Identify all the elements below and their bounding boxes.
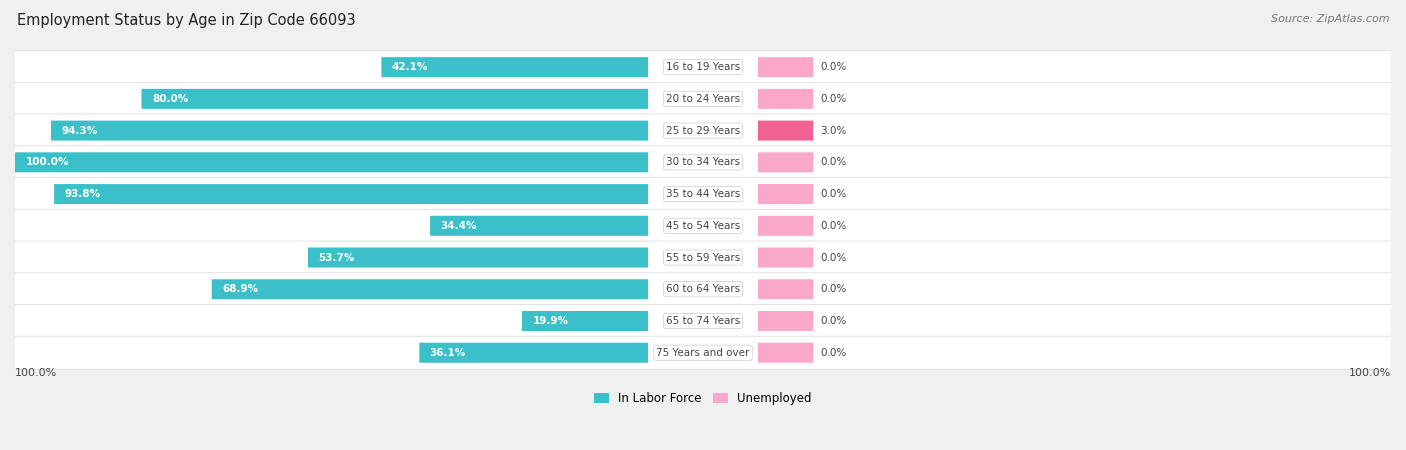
Text: 0.0%: 0.0% (820, 316, 846, 326)
FancyBboxPatch shape (758, 57, 813, 77)
Text: 0.0%: 0.0% (820, 158, 846, 167)
FancyBboxPatch shape (758, 89, 813, 109)
Text: 42.1%: 42.1% (392, 62, 429, 72)
Text: 100.0%: 100.0% (15, 368, 58, 378)
FancyBboxPatch shape (758, 153, 813, 172)
FancyBboxPatch shape (758, 311, 813, 331)
FancyBboxPatch shape (758, 216, 813, 236)
FancyBboxPatch shape (14, 178, 1392, 211)
FancyBboxPatch shape (758, 279, 813, 299)
Text: 3.0%: 3.0% (820, 126, 846, 135)
FancyBboxPatch shape (758, 248, 813, 268)
FancyBboxPatch shape (758, 343, 813, 363)
Text: 45 to 54 Years: 45 to 54 Years (666, 221, 740, 231)
FancyBboxPatch shape (14, 209, 1392, 242)
FancyBboxPatch shape (758, 121, 813, 140)
Text: 0.0%: 0.0% (820, 252, 846, 262)
Text: 0.0%: 0.0% (820, 284, 846, 294)
FancyBboxPatch shape (15, 153, 648, 172)
FancyBboxPatch shape (758, 184, 813, 204)
Text: 75 Years and over: 75 Years and over (657, 348, 749, 358)
Text: 36.1%: 36.1% (430, 348, 465, 358)
FancyBboxPatch shape (14, 241, 1392, 274)
FancyBboxPatch shape (14, 146, 1392, 179)
FancyBboxPatch shape (55, 184, 648, 204)
Text: 0.0%: 0.0% (820, 94, 846, 104)
Text: 0.0%: 0.0% (820, 348, 846, 358)
FancyBboxPatch shape (419, 343, 648, 363)
Text: 94.3%: 94.3% (62, 126, 97, 135)
Text: 53.7%: 53.7% (318, 252, 354, 262)
FancyBboxPatch shape (14, 82, 1392, 115)
Text: 25 to 29 Years: 25 to 29 Years (666, 126, 740, 135)
FancyBboxPatch shape (14, 336, 1392, 369)
FancyBboxPatch shape (308, 248, 648, 268)
FancyBboxPatch shape (430, 216, 648, 236)
FancyBboxPatch shape (381, 57, 648, 77)
FancyBboxPatch shape (14, 114, 1392, 147)
Text: 100.0%: 100.0% (25, 158, 69, 167)
Text: 34.4%: 34.4% (440, 221, 477, 231)
FancyBboxPatch shape (14, 51, 1392, 84)
Text: 0.0%: 0.0% (820, 189, 846, 199)
Text: 55 to 59 Years: 55 to 59 Years (666, 252, 740, 262)
Text: 0.0%: 0.0% (820, 221, 846, 231)
Text: 60 to 64 Years: 60 to 64 Years (666, 284, 740, 294)
Text: 16 to 19 Years: 16 to 19 Years (666, 62, 740, 72)
Text: 19.9%: 19.9% (533, 316, 568, 326)
FancyBboxPatch shape (51, 121, 648, 140)
Text: 35 to 44 Years: 35 to 44 Years (666, 189, 740, 199)
FancyBboxPatch shape (212, 279, 648, 299)
Text: 0.0%: 0.0% (820, 62, 846, 72)
Text: Source: ZipAtlas.com: Source: ZipAtlas.com (1271, 14, 1389, 23)
FancyBboxPatch shape (142, 89, 648, 109)
Text: 80.0%: 80.0% (152, 94, 188, 104)
Text: Employment Status by Age in Zip Code 66093: Employment Status by Age in Zip Code 660… (17, 14, 356, 28)
Legend: In Labor Force, Unemployed: In Labor Force, Unemployed (589, 387, 817, 410)
Text: 93.8%: 93.8% (65, 189, 101, 199)
Text: 65 to 74 Years: 65 to 74 Years (666, 316, 740, 326)
Text: 68.9%: 68.9% (222, 284, 259, 294)
Text: 20 to 24 Years: 20 to 24 Years (666, 94, 740, 104)
FancyBboxPatch shape (522, 311, 648, 331)
FancyBboxPatch shape (14, 305, 1392, 338)
Text: 100.0%: 100.0% (1348, 368, 1391, 378)
Text: 30 to 34 Years: 30 to 34 Years (666, 158, 740, 167)
FancyBboxPatch shape (14, 273, 1392, 306)
